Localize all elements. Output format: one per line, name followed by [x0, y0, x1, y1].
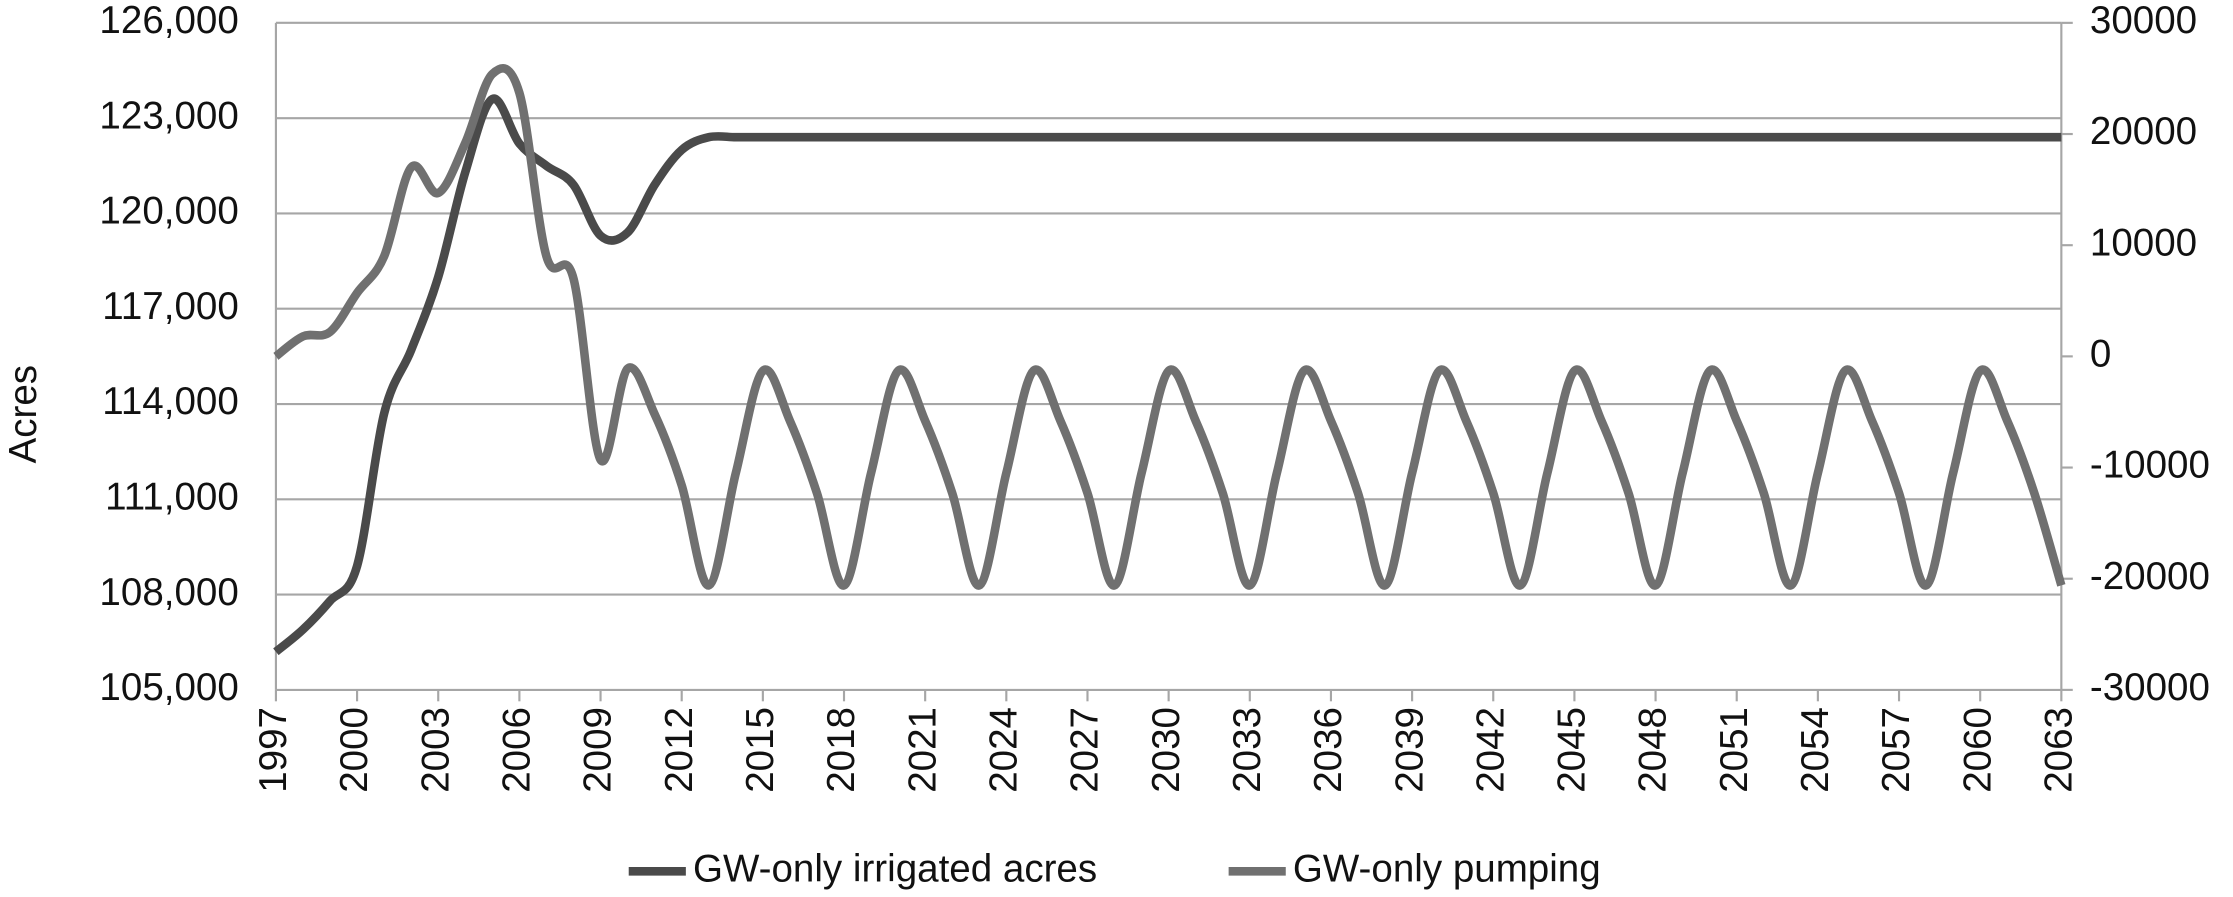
series-line — [273, 94, 2062, 656]
x-tick-label: 2006 — [496, 707, 539, 793]
legend-label: GW-only pumping — [1293, 847, 1601, 890]
y-axis-label: Acres — [2, 365, 45, 464]
y-tick-label: 126,000 — [99, 0, 238, 42]
y-tick-label: 114,000 — [102, 380, 238, 423]
y2-tick-label: 10000 — [2090, 221, 2197, 264]
x-tick-label: 2051 — [1713, 707, 1756, 793]
y2-tick-label: 0 — [2090, 333, 2111, 376]
x-tick-label: 2039 — [1388, 707, 1431, 793]
y-tick-label: 105,000 — [99, 666, 238, 709]
x-tick-label: 2045 — [1551, 707, 1594, 793]
y2-tick-label: -10000 — [2090, 444, 2210, 487]
x-tick-label: 2024 — [983, 707, 1026, 793]
y2-tick-label: -30000 — [2090, 666, 2210, 709]
x-tick-label: 2021 — [901, 707, 944, 793]
x-tick-label: 2063 — [2038, 707, 2081, 793]
y-tick-label: 120,000 — [99, 190, 238, 233]
x-tick-label: 2054 — [1794, 707, 1837, 793]
x-tick-label: 2030 — [1145, 707, 1188, 793]
x-tick-label: 2027 — [1064, 707, 1107, 793]
y2-tick-label: 20000 — [2090, 110, 2197, 153]
x-tick-label: 2015 — [739, 707, 782, 793]
y2-tick-label: -20000 — [2090, 555, 2210, 598]
y-tick-label: 108,000 — [99, 571, 238, 614]
series-line — [273, 64, 2066, 590]
x-tick-label: 2060 — [1956, 707, 1999, 793]
y-tick-label: 123,000 — [99, 94, 238, 137]
x-tick-label: 2009 — [577, 707, 620, 793]
y-tick-label: 111,000 — [105, 475, 239, 518]
x-tick-label: 2036 — [1307, 707, 1350, 793]
legend-label: GW-only irrigated acres — [693, 847, 1097, 890]
x-tick-label: 2012 — [658, 707, 701, 793]
x-tick-label: 2057 — [1875, 707, 1918, 793]
x-tick-label: 1997 — [252, 707, 295, 793]
x-tick-label: 2003 — [414, 707, 457, 793]
x-tick-label: 2042 — [1469, 707, 1512, 793]
x-tick-label: 2048 — [1632, 707, 1675, 793]
x-tick-label: 2018 — [820, 707, 863, 793]
x-tick-label: 2000 — [333, 707, 376, 793]
x-tick-label: 2033 — [1226, 707, 1269, 793]
y2-tick-label: 30000 — [2090, 0, 2197, 42]
y-tick-label: 117,000 — [102, 285, 238, 328]
